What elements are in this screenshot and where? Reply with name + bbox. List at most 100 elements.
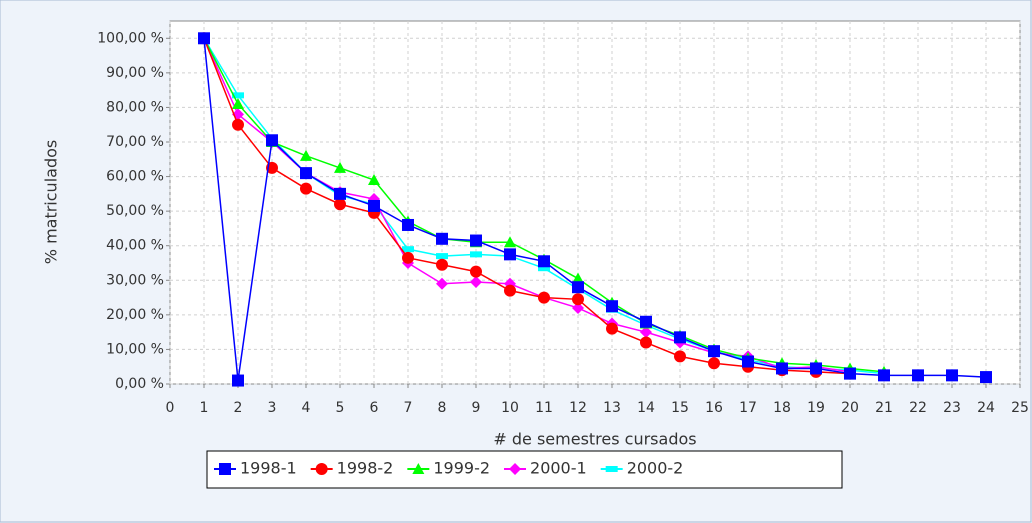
marker	[538, 255, 550, 268]
legend-item: 1998-1	[214, 459, 297, 478]
marker	[708, 345, 720, 358]
legend-label: 1998-1	[240, 459, 297, 478]
marker	[470, 276, 482, 289]
x-tick-label: 11	[535, 400, 553, 416]
y-tick-label: 10,00 %	[106, 341, 164, 357]
x-tick-label: 19	[807, 400, 825, 416]
marker	[572, 301, 584, 314]
x-tick-label: 14	[637, 400, 655, 416]
y-tick-label: 40,00 %	[106, 238, 164, 254]
legend-item: 2000-1	[504, 459, 587, 478]
marker	[504, 248, 516, 261]
x-tick-label: 5	[336, 400, 345, 416]
legend-item: 1999-2	[407, 459, 490, 478]
marker	[810, 362, 822, 375]
marker	[334, 187, 346, 200]
plot-area	[169, 20, 1021, 385]
marker	[300, 149, 312, 161]
y-tick-label: 30,00 %	[106, 272, 164, 288]
x-tick-label: 4	[302, 400, 311, 416]
x-tick-label: 3	[268, 400, 277, 416]
legend-label: 2000-1	[530, 459, 587, 478]
marker	[470, 265, 482, 278]
marker	[640, 326, 652, 339]
marker	[504, 284, 516, 297]
x-axis-label: # de semestres cursados	[493, 430, 696, 449]
marker	[606, 300, 618, 313]
marker	[402, 251, 414, 264]
marker	[402, 218, 414, 231]
marker	[674, 331, 686, 344]
x-tick-label: 7	[404, 400, 413, 416]
y-tick-label: 20,00 %	[106, 307, 164, 323]
x-tick-label: 25	[1011, 400, 1029, 416]
x-tick-label: 17	[739, 400, 757, 416]
series	[198, 32, 992, 387]
marker	[674, 350, 686, 363]
x-tick-label: 15	[671, 400, 689, 416]
marker	[470, 251, 482, 258]
marker	[504, 236, 516, 248]
marker	[436, 232, 448, 245]
marker	[436, 253, 448, 260]
marker	[368, 199, 380, 212]
marker	[844, 367, 856, 380]
x-tick-label: 20	[841, 400, 859, 416]
x-tick-label: 2	[234, 400, 243, 416]
y-tick-label: 0,00 %	[115, 376, 164, 392]
x-tick-label: 21	[875, 400, 893, 416]
marker	[605, 466, 618, 472]
marker	[334, 161, 346, 173]
x-tick-label: 16	[705, 400, 723, 416]
y-tick-label: 80,00 %	[106, 99, 164, 115]
legend-item: 2000-2	[600, 459, 684, 478]
legend-item: 1998-2	[310, 459, 393, 478]
series-layer	[198, 32, 992, 387]
grid: 0,00 % 10,00 % 20,00 % 30,00 % 40,00 % 50,00 …	[97, 21, 1029, 416]
marker	[509, 463, 522, 475]
marker	[300, 182, 312, 195]
x-tick-label: 0	[166, 400, 175, 416]
x-tick-label: 24	[977, 400, 995, 416]
marker	[232, 92, 244, 99]
legend-label: 2000-2	[627, 459, 684, 478]
y-axis-label: % matriculados	[42, 140, 61, 264]
marker	[315, 463, 328, 475]
x-tick-label: 8	[438, 400, 447, 416]
x-tick-label: 1	[200, 400, 209, 416]
marker	[470, 234, 482, 247]
marker	[232, 374, 244, 387]
marker	[266, 134, 278, 147]
x-tick-label: 9	[472, 400, 481, 416]
marker	[946, 369, 958, 382]
marker	[368, 174, 380, 186]
marker	[436, 277, 448, 290]
marker	[572, 293, 584, 306]
y-tick-label: 60,00 %	[106, 169, 164, 185]
marker	[412, 463, 425, 474]
marker	[198, 32, 210, 45]
marker	[538, 291, 550, 304]
marker	[742, 355, 754, 368]
marker	[640, 315, 652, 328]
marker	[232, 118, 244, 131]
marker	[708, 357, 720, 370]
y-tick-label: 70,00 %	[106, 134, 164, 150]
y-tick-label: 100,00 %	[97, 30, 164, 46]
y-tick-label: 90,00 %	[106, 65, 164, 81]
marker	[776, 362, 788, 375]
marker	[572, 272, 584, 284]
legend-label: 1999-2	[433, 459, 490, 478]
marker	[436, 258, 448, 271]
marker	[334, 198, 346, 211]
marker	[912, 369, 924, 382]
marker	[980, 371, 992, 384]
x-tick-label: 22	[909, 400, 927, 416]
marker	[402, 246, 414, 253]
x-tick-label: 23	[943, 400, 961, 416]
marker	[538, 265, 550, 272]
marker	[219, 463, 231, 475]
marker	[572, 281, 584, 294]
